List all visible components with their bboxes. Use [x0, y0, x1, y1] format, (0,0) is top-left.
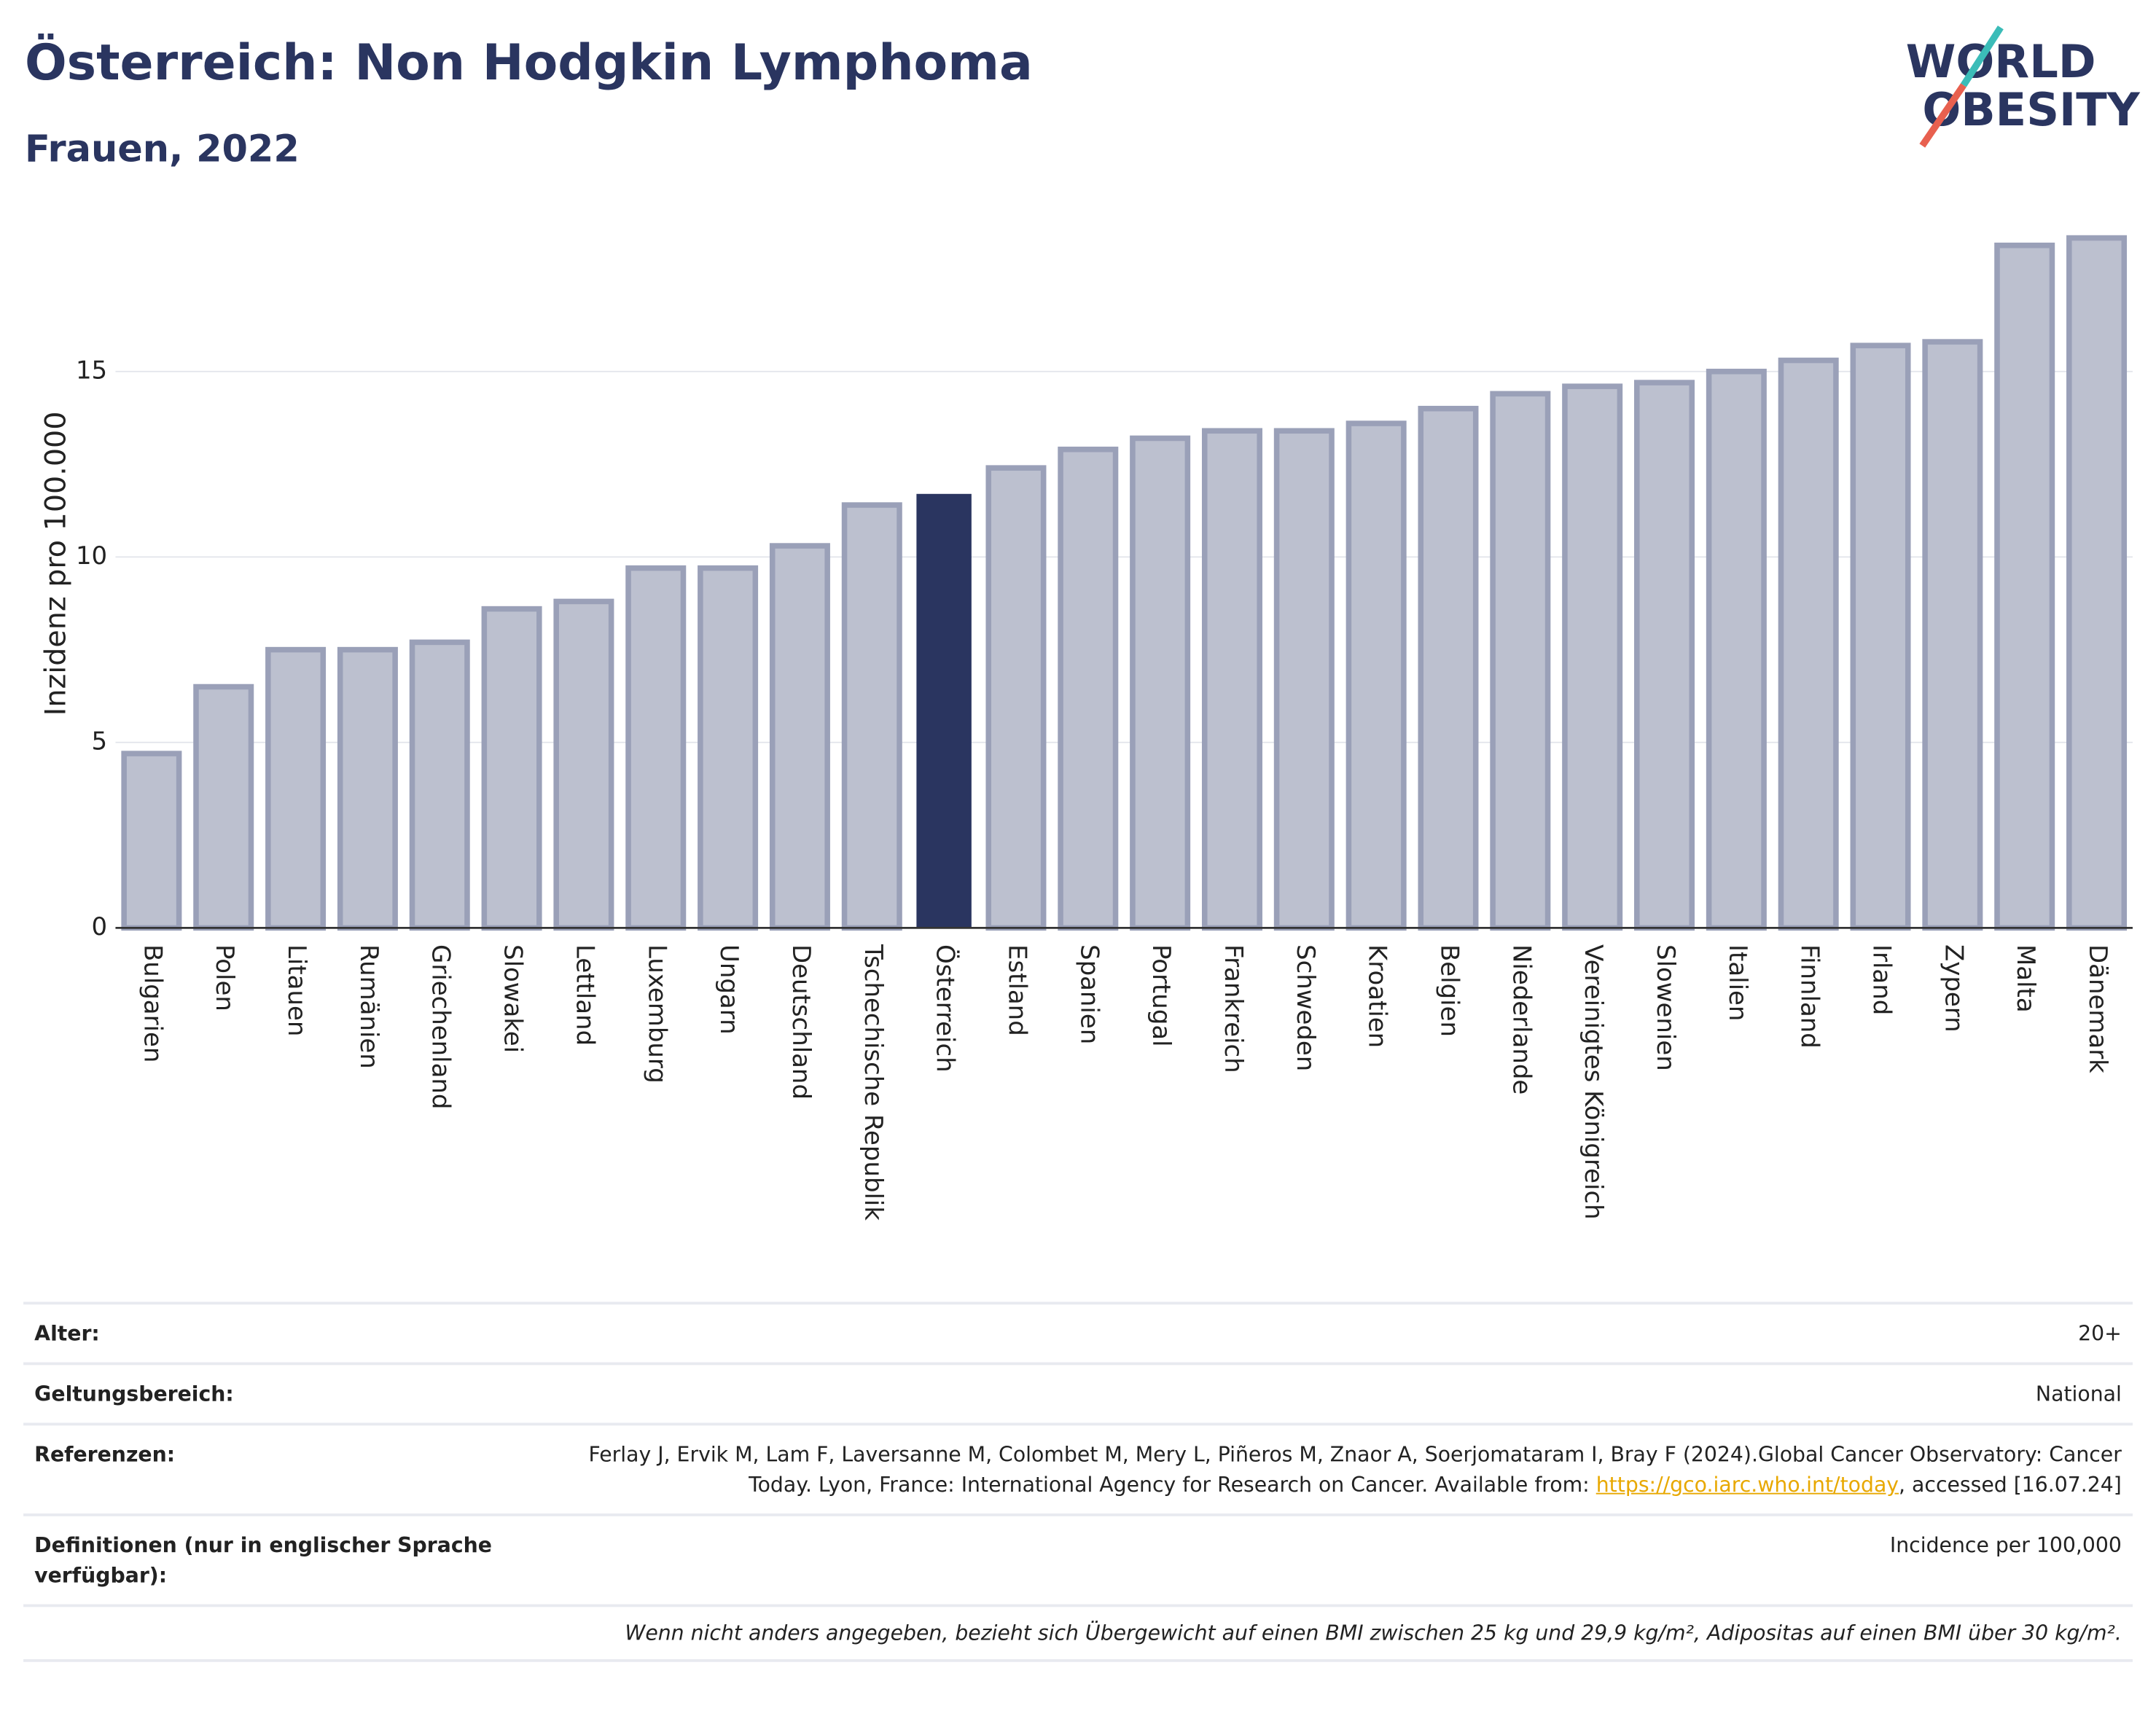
footer-value: Incidence per 100,000 — [1889, 1532, 2122, 1558]
x-tick-label: Litauen — [282, 944, 311, 1036]
bar — [193, 684, 254, 931]
x-tick-label: Schweden — [1291, 944, 1320, 1071]
bar — [1994, 242, 2055, 931]
chart: Österreich: Non Hodgkin Lymphoma Frauen,… — [25, 26, 2141, 1221]
footer-row: Definitionen (nur in englischer Sprache … — [23, 1513, 2133, 1605]
reference-link[interactable]: https://gco.iarc.who.int/today — [1595, 1472, 1899, 1497]
x-tick-label: Estland — [1002, 944, 1031, 1036]
bar — [1706, 369, 1767, 931]
footer-value: National — [2035, 1381, 2122, 1406]
bar — [481, 606, 542, 931]
x-tick-label: Kroatien — [1363, 944, 1392, 1048]
bar — [265, 646, 327, 931]
x-tick-label: Spanien — [1074, 944, 1104, 1044]
bar — [1345, 420, 1407, 931]
footer-row: Geltungsbereich: National — [23, 1362, 2133, 1423]
bar — [2066, 235, 2128, 931]
footer-label: Alter: — [34, 1320, 100, 1346]
logo-text: OBESITY — [1922, 83, 2140, 136]
x-tick-label: Griechenland — [426, 944, 456, 1109]
bar — [1058, 446, 1119, 931]
x-tick-label: Malta — [2011, 944, 2040, 1013]
footer-value: Ferlay J, Ervik M, Lam F, Laversanne M, … — [529, 1439, 2122, 1500]
x-tick-label: Zypern — [1939, 944, 1968, 1033]
bar — [1778, 357, 1839, 931]
bar — [916, 493, 972, 928]
x-tick-label: Dänemark — [2083, 944, 2112, 1073]
y-tick-label: 5 — [92, 726, 108, 756]
bar — [625, 565, 687, 931]
x-tick-label: Lettland — [570, 944, 599, 1046]
bar — [1850, 342, 1911, 931]
bar — [1418, 405, 1479, 931]
bar — [1562, 383, 1623, 931]
x-tick-label: Tschechische Republik — [859, 944, 888, 1221]
logo-slash — [1919, 83, 1966, 148]
bar — [1490, 391, 1551, 931]
y-tick-label: 15 — [76, 356, 107, 385]
bar — [1130, 435, 1191, 931]
footer-label: Geltungsbereich: — [34, 1381, 234, 1406]
y-tick-label: 0 — [92, 912, 108, 941]
bar — [769, 543, 830, 931]
bar — [121, 751, 182, 931]
x-tick-label: Deutschland — [786, 944, 816, 1100]
bar — [1273, 428, 1335, 931]
x-tick-label: Belgien — [1434, 944, 1464, 1037]
bar — [841, 502, 902, 931]
x-tick-label: Bulgarien — [138, 944, 167, 1062]
x-tick-label: Portugal — [1147, 944, 1176, 1047]
x-tick-label: Slowakei — [499, 944, 528, 1053]
bar — [698, 565, 759, 931]
logo-text: WORLD — [1906, 35, 2096, 88]
x-tick-label: Luxemburg — [642, 944, 671, 1084]
footer-note: Wenn nicht anders angegeben, bezieht sic… — [23, 1604, 2133, 1662]
reference-text: Ferlay J, Ervik M, Lam F, Laversanne M, … — [588, 1441, 2122, 1497]
x-tick-label: Ungarn — [714, 944, 743, 1035]
x-tick-label: Italien — [1723, 944, 1752, 1021]
x-tick-label: Niederlande — [1507, 944, 1536, 1094]
footer-value: 20+ — [2078, 1320, 2122, 1346]
x-tick-label: Österreich — [931, 944, 961, 1073]
bar — [1201, 428, 1262, 931]
x-tick-label: Vereinigtes Königreich — [1579, 944, 1608, 1220]
footer-label: Referenzen: — [34, 1441, 176, 1467]
y-tick-label: 10 — [76, 541, 107, 571]
footer-row: Alter: 20+ — [23, 1301, 2133, 1363]
bar — [1634, 380, 1695, 931]
chart-title: Österreich: Non Hodgkin Lymphoma — [25, 34, 1033, 92]
logo-slash — [1960, 26, 2004, 87]
x-tick-label: Irland — [1867, 944, 1897, 1015]
bar — [409, 639, 470, 931]
footer-row: Referenzen: Ferlay J, Ervik M, Lam F, Lav… — [23, 1422, 2133, 1514]
footer: Alter: 20+ Geltungsbereich: National Referen… — [23, 1301, 2133, 1662]
bar — [985, 465, 1047, 931]
x-tick-label: Frankreich — [1219, 944, 1248, 1073]
chart-subtitle: Frauen, 2022 — [25, 128, 300, 171]
x-tick-label: Slowenien — [1651, 944, 1680, 1071]
bar — [1922, 339, 1983, 931]
bar — [337, 646, 398, 931]
x-tick-label: Rumänien — [354, 944, 383, 1069]
y-axis-label: Inzidenz pro 100.000 — [39, 412, 73, 716]
reference-text: , accessed [16.07.24] — [1899, 1472, 2122, 1497]
footer-label: Definitionen (nur in englischer Sprache … — [34, 1532, 492, 1588]
x-tick-label: Polen — [210, 944, 239, 1011]
x-tick-label: Finnland — [1795, 944, 1824, 1049]
bar — [553, 598, 614, 931]
